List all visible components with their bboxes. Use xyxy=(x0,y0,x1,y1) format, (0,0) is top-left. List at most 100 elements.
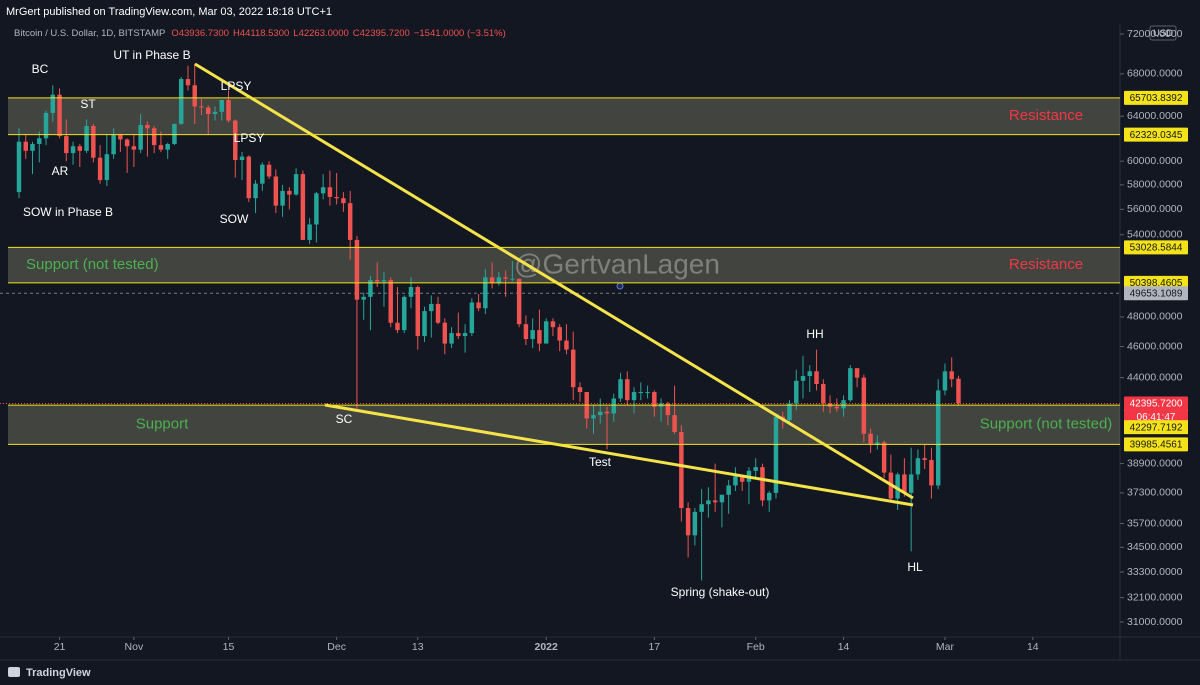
candle-body xyxy=(16,141,22,193)
y-tick-label: 68000.0000 xyxy=(1127,68,1183,80)
candle-body xyxy=(429,303,434,312)
candle-body xyxy=(537,330,542,344)
annotation: Test xyxy=(589,455,612,469)
candle-body xyxy=(794,380,799,404)
currency-box[interactable] xyxy=(1149,25,1177,41)
price-box-label: 42395.7200 xyxy=(1130,399,1183,410)
candle-body xyxy=(821,383,826,404)
candle-body xyxy=(300,174,306,240)
candle-body xyxy=(611,398,616,414)
candle-body xyxy=(868,433,873,445)
candle-body xyxy=(598,411,603,416)
candle-body xyxy=(442,322,448,344)
candle-body xyxy=(895,474,900,499)
candle-body xyxy=(260,164,265,184)
zone-label: Support (not tested) xyxy=(26,256,159,273)
candle-body xyxy=(773,416,779,493)
candle-body xyxy=(43,112,49,139)
brand: TradingView xyxy=(26,667,91,679)
candle-body xyxy=(118,134,123,140)
candle-body xyxy=(233,120,238,161)
candle-body xyxy=(23,141,28,151)
candle-body xyxy=(766,492,772,501)
candle-body xyxy=(922,458,927,461)
annotation: UT in Phase B xyxy=(113,48,190,62)
candle-body xyxy=(706,500,711,505)
candle-body xyxy=(388,280,393,323)
trend-line xyxy=(194,62,914,500)
annotation: SOW in Phase B xyxy=(23,205,113,219)
candle-body xyxy=(347,203,353,240)
candle-body xyxy=(57,94,62,137)
candle-body xyxy=(861,377,867,434)
candle-body xyxy=(685,508,691,536)
y-tick-label: 33300.0000 xyxy=(1127,566,1183,578)
candle-body xyxy=(287,190,292,195)
candle-body xyxy=(570,349,576,388)
y-tick-label: 44000.0000 xyxy=(1127,371,1183,383)
zone-label: Resistance xyxy=(1009,107,1083,124)
candle-body xyxy=(881,442,887,473)
candle-body xyxy=(50,94,56,113)
candle-body xyxy=(604,411,610,414)
candle-body xyxy=(848,368,853,401)
candle-body xyxy=(787,403,792,421)
candle-body xyxy=(800,376,806,381)
price-box xyxy=(1124,127,1188,142)
price-box xyxy=(1124,420,1188,435)
price-box xyxy=(1124,240,1188,255)
price-box-label: 65703.8392 xyxy=(1130,93,1183,104)
price-box-label: 39985.4561 xyxy=(1130,440,1183,451)
price-box-label: 62329.0345 xyxy=(1130,130,1183,141)
candle-body xyxy=(753,467,758,471)
currency: USD xyxy=(1153,28,1173,39)
annotation: ST xyxy=(80,97,96,111)
ohlc: H44118.5300 xyxy=(233,28,289,39)
candle-body xyxy=(30,143,35,151)
candle-body xyxy=(908,474,914,493)
annotation: HL xyxy=(907,560,923,574)
ohlc: −1541.0000 (−3.51%) xyxy=(414,28,506,39)
symbol: Bitcoin / U.S. Dollar, 1D, BITSTAMP O4393… xyxy=(14,28,506,39)
candle-body xyxy=(124,139,130,147)
logo xyxy=(8,667,20,677)
candle-body xyxy=(402,296,407,331)
candle-body xyxy=(131,146,137,150)
candle-body xyxy=(638,392,644,394)
x-tick-label: 13 xyxy=(412,641,424,653)
candle-body xyxy=(807,371,813,377)
y-tick-label: 32100.0000 xyxy=(1127,591,1183,603)
annotation: SC xyxy=(336,412,353,426)
candle-body xyxy=(834,406,840,409)
candle-body xyxy=(469,302,475,334)
candle-body xyxy=(374,280,380,282)
candle-body xyxy=(665,403,671,416)
candle-body xyxy=(462,333,468,337)
y-tick-label: 35700.0000 xyxy=(1127,517,1183,529)
candle-body xyxy=(577,387,583,393)
candle-body xyxy=(77,146,83,151)
annotation: LPSY xyxy=(234,131,265,145)
y-tick-label: 64000.0000 xyxy=(1127,110,1183,122)
candle-body xyxy=(739,476,745,482)
candle-body xyxy=(165,143,170,150)
annotation: HH xyxy=(806,327,823,341)
candle-body xyxy=(395,322,400,331)
candle-body xyxy=(246,156,252,199)
annotation: LPSY xyxy=(221,79,252,93)
y-tick-label: 48000.0000 xyxy=(1127,311,1183,323)
candle-body xyxy=(625,379,630,401)
y-tick-label: 72000.0000 xyxy=(1127,28,1183,40)
candle-body xyxy=(935,390,941,486)
price-box-label: 42297.7192 xyxy=(1130,422,1183,433)
candle-body xyxy=(841,400,846,409)
candle-body xyxy=(543,321,549,344)
candle-body xyxy=(679,432,684,509)
candle-body xyxy=(266,164,272,177)
candle-body xyxy=(320,187,326,194)
candle-body xyxy=(327,187,333,197)
candle-body xyxy=(145,124,150,129)
y-tick-label: 31000.0000 xyxy=(1127,616,1183,628)
price-box xyxy=(1124,286,1188,301)
